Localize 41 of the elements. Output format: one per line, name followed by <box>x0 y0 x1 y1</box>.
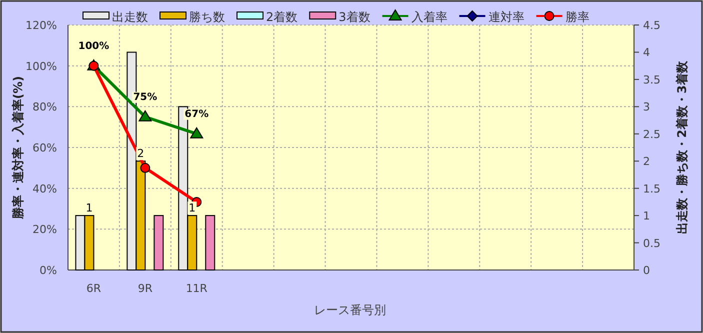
y2-tick-label: 0 <box>643 264 650 277</box>
legend-label: 出走数 <box>112 10 148 24</box>
x-tick-label: 6R <box>86 282 102 295</box>
data-label: 1 <box>86 202 93 215</box>
y2-tick-label: 4 <box>643 46 650 60</box>
legend-label: 入着率 <box>411 10 448 24</box>
y2-tick-label: 2.5 <box>643 128 660 141</box>
legend-label: 勝率 <box>565 10 590 24</box>
y2-tick-label: 2 <box>643 155 650 168</box>
y2-tick-label: 0.5 <box>643 236 660 250</box>
bar <box>205 215 216 270</box>
bar <box>154 215 164 270</box>
y2-tick-label: 3 <box>643 100 650 114</box>
legend-label: 3着数 <box>338 10 370 24</box>
y-tick-label: 120% <box>26 19 57 32</box>
y2-tick-label: 1.5 <box>643 182 660 196</box>
data-label: 1 <box>188 202 196 215</box>
y-tick-label: 0% <box>40 264 57 277</box>
legend-label: 勝ち数 <box>189 10 225 24</box>
y-tick-label: 100% <box>26 60 57 73</box>
data-label: 75% <box>133 92 158 103</box>
point <box>190 127 204 138</box>
legend-label: 連対率 <box>488 10 524 24</box>
x-tick-label: 9R <box>138 282 153 295</box>
y-tick-label: 40% <box>32 182 57 196</box>
legend-label: 2着数 <box>266 10 298 24</box>
x-axis-title: レース番号別 <box>314 303 386 317</box>
y-tick-label: 60% <box>32 142 57 154</box>
y-tick-label: 80% <box>32 100 57 114</box>
point <box>138 110 152 122</box>
y2-tick-label: 4.5 <box>643 19 660 32</box>
data-label: 2 <box>137 147 144 160</box>
y2-tick-label: 1 <box>643 210 650 223</box>
point <box>140 162 150 173</box>
data-label: 67% <box>184 108 209 120</box>
y-axis-title: 勝率・連対率・入着率(%) <box>11 76 25 220</box>
y2-tick-label: 3.5 <box>643 73 660 86</box>
y2-axis-title: 出走数・勝ち数・2着数・3着数 <box>675 60 689 234</box>
x-tick-label: 11R <box>186 282 208 295</box>
y-tick-label: 20% <box>32 223 57 236</box>
data-label: 100% <box>78 40 110 52</box>
